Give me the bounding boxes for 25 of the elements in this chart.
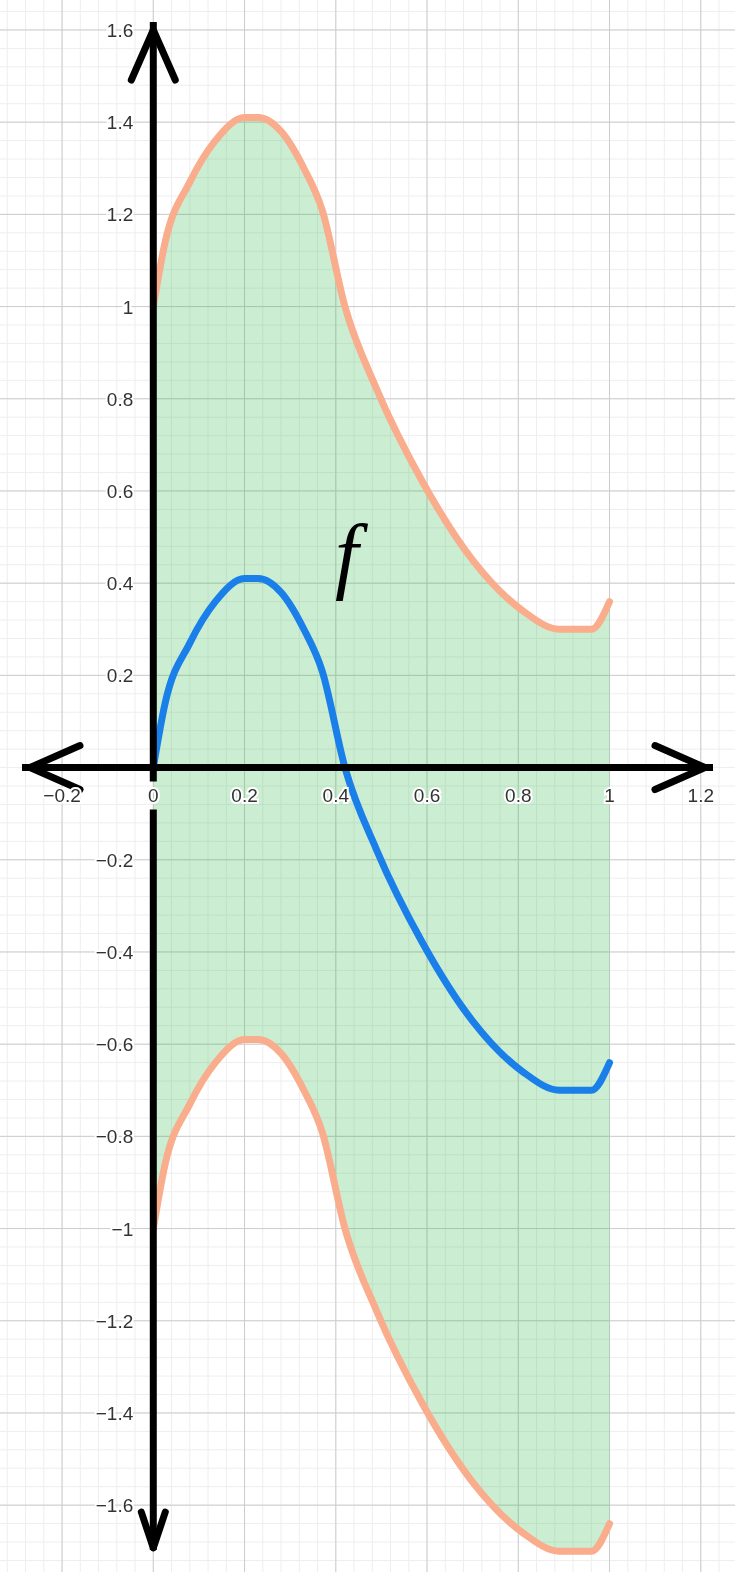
y-tick-label: 1.4 bbox=[106, 112, 134, 134]
y-tick-label: 1.6 bbox=[106, 19, 134, 41]
y-tick-label: −0.8 bbox=[95, 1126, 134, 1148]
x-tick-label: 1.2 bbox=[687, 784, 714, 806]
x-tick-label: 1 bbox=[604, 784, 615, 806]
y-tick-label: −1 bbox=[111, 1218, 134, 1240]
y-tick-label: −0.2 bbox=[95, 849, 134, 871]
y-tick-label: 0.8 bbox=[106, 388, 134, 410]
y-tick-label: 1 bbox=[122, 296, 134, 318]
y-tick-label: 0.2 bbox=[106, 665, 134, 687]
y-tick-label: 0.4 bbox=[106, 573, 134, 595]
y-tick-label: −1.2 bbox=[95, 1310, 134, 1332]
series-label: f bbox=[334, 508, 369, 602]
x-tick-label: 0.6 bbox=[413, 784, 441, 806]
y-tick-label: −0.6 bbox=[95, 1034, 134, 1056]
x-tick-label: −0.2 bbox=[43, 784, 81, 806]
y-tick-label: 1.2 bbox=[106, 204, 134, 226]
y-tick-label: −0.4 bbox=[95, 941, 134, 963]
x-tick-label: 0.8 bbox=[505, 784, 532, 806]
y-tick-label: −1.6 bbox=[95, 1495, 134, 1517]
x-tick-label: 0 bbox=[148, 784, 159, 806]
x-tick-label: 0.2 bbox=[231, 784, 258, 806]
y-tick-label: 0.6 bbox=[106, 480, 134, 502]
x-tick-label: 0.4 bbox=[322, 784, 350, 806]
y-tick-label: −1.4 bbox=[95, 1402, 134, 1424]
